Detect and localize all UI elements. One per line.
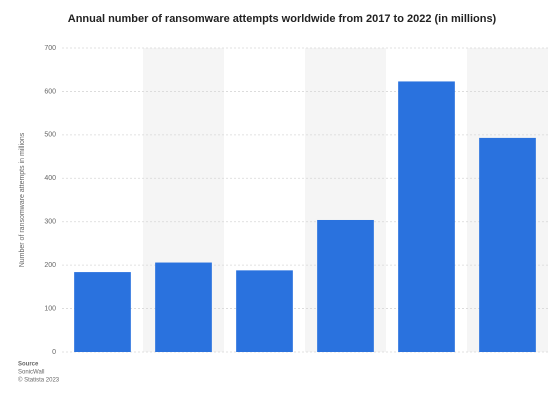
copyright: © Statista 2023 <box>18 377 60 384</box>
y-tick-label: 400 <box>44 175 56 182</box>
bar <box>236 270 293 352</box>
chart-title: Annual number of ransomware attempts wor… <box>68 13 497 25</box>
y-tick-label: 0 <box>52 349 56 356</box>
bar <box>479 137 536 352</box>
source-label: Source <box>18 362 39 368</box>
bar <box>317 219 374 352</box>
source: SonicWall <box>18 370 44 376</box>
bar <box>398 81 455 352</box>
y-tick-label: 300 <box>44 219 56 226</box>
bar <box>155 262 212 352</box>
y-axis-label: Number of ransomware attempts in million… <box>19 132 26 267</box>
bar <box>74 272 131 352</box>
y-tick-label: 200 <box>44 262 56 269</box>
y-tick-label: 100 <box>44 305 56 312</box>
y-tick-label: 600 <box>44 88 56 95</box>
y-tick-label: 500 <box>44 132 56 139</box>
y-tick-label: 700 <box>44 45 56 52</box>
